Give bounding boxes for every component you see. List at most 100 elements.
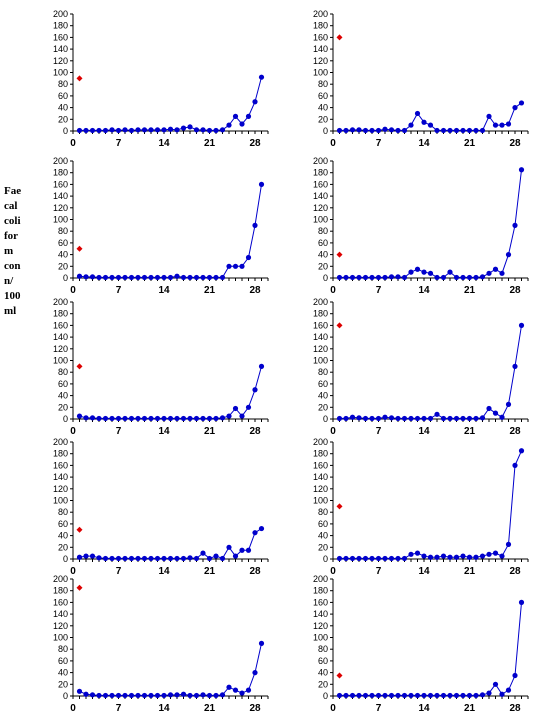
data-point: [167, 415, 174, 422]
data-point: [512, 105, 518, 111]
data-point: [356, 692, 362, 699]
y-axis-label-line: n/: [4, 275, 14, 287]
data-point: [213, 415, 219, 422]
data-point: [200, 550, 206, 556]
data-point: [200, 127, 206, 133]
y-tick-label: 180: [313, 309, 328, 319]
red-marker: [76, 526, 83, 533]
data-point: [395, 692, 401, 699]
data-point: [453, 415, 460, 422]
y-tick-label: 160: [53, 32, 68, 42]
data-point: [382, 126, 388, 132]
data-point: [174, 415, 180, 422]
data-point: [336, 274, 343, 281]
y-tick-label: 200: [53, 9, 68, 19]
x-tick-label: 0: [330, 703, 336, 714]
data-point: [109, 555, 115, 562]
y-tick-label: 20: [318, 679, 328, 689]
y-tick-label: 0: [63, 414, 68, 424]
data-point: [453, 127, 460, 134]
data-point: [180, 555, 187, 562]
data-point: [414, 110, 421, 117]
y-tick-label: 100: [313, 633, 328, 643]
data-point: [434, 127, 440, 134]
data-point: [232, 553, 239, 559]
data-point: [76, 413, 83, 419]
y-tick-label: 100: [313, 68, 328, 78]
data-point: [447, 554, 453, 560]
data-point: [122, 274, 128, 281]
data-point: [375, 274, 382, 281]
series-line: [339, 602, 522, 696]
data-point: [200, 692, 206, 698]
y-tick-label: 200: [313, 574, 328, 584]
y-tick-label: 60: [58, 379, 68, 389]
data-point: [375, 555, 382, 562]
red-marker: [336, 34, 343, 41]
y-tick-label: 160: [313, 460, 328, 470]
data-point: [115, 692, 122, 699]
y-tick-label: 100: [53, 68, 68, 78]
y-tick-label: 40: [58, 531, 68, 541]
y-tick-label: 0: [323, 273, 328, 283]
x-tick-label: 28: [509, 703, 521, 714]
data-point: [128, 127, 135, 134]
y-tick-label: 200: [313, 156, 328, 166]
data-point: [369, 415, 375, 422]
x-tick-label: 0: [70, 566, 76, 577]
data-point: [492, 122, 499, 128]
y-tick-label: 80: [58, 226, 68, 236]
data-point: [89, 127, 96, 134]
data-point: [408, 269, 414, 275]
y-tick-label: 160: [313, 320, 328, 330]
data-point: [388, 415, 395, 421]
data-point: [141, 555, 148, 562]
red-marker: [336, 251, 343, 258]
x-tick-label: 21: [464, 703, 476, 714]
x-tick-label: 7: [376, 426, 382, 437]
x-tick-label: 21: [464, 138, 476, 149]
data-point: [427, 554, 434, 560]
data-point: [252, 670, 258, 676]
y-axis-label: Fae cal coli for m con n/100 ml: [4, 184, 36, 319]
data-point: [96, 415, 102, 422]
data-point: [499, 414, 505, 420]
data-point: [375, 415, 382, 422]
data-point: [258, 181, 265, 187]
data-point: [187, 692, 193, 699]
data-point: [128, 415, 135, 422]
y-tick-label: 120: [53, 484, 68, 494]
data-point: [382, 692, 388, 699]
y-tick-label: 140: [313, 332, 328, 342]
data-point: [375, 692, 382, 699]
y-tick-label: 180: [313, 586, 328, 596]
data-point: [206, 274, 213, 281]
data-point: [76, 688, 83, 694]
data-point: [486, 690, 492, 696]
y-tick-label: 0: [323, 554, 328, 564]
data-point: [421, 119, 427, 125]
data-point: [180, 125, 187, 131]
x-tick-label: 28: [509, 285, 521, 296]
data-point: [141, 127, 148, 133]
x-tick-label: 21: [204, 285, 216, 296]
data-point: [161, 415, 167, 422]
data-point: [89, 692, 96, 698]
y-tick-label: 160: [53, 179, 68, 189]
x-tick-label: 14: [158, 703, 170, 714]
data-point: [460, 415, 466, 422]
y-tick-label: 40: [318, 391, 328, 401]
data-point: [512, 363, 518, 369]
data-point: [109, 692, 115, 699]
red-marker: [76, 584, 83, 591]
y-tick-label: 80: [318, 367, 328, 377]
y-tick-label: 200: [313, 437, 328, 447]
data-point: [427, 692, 434, 699]
data-point: [447, 127, 453, 134]
data-point: [421, 553, 427, 559]
y-tick-label: 120: [313, 203, 328, 213]
data-point: [180, 691, 187, 697]
data-point: [167, 274, 174, 281]
y-tick-label: 160: [53, 597, 68, 607]
